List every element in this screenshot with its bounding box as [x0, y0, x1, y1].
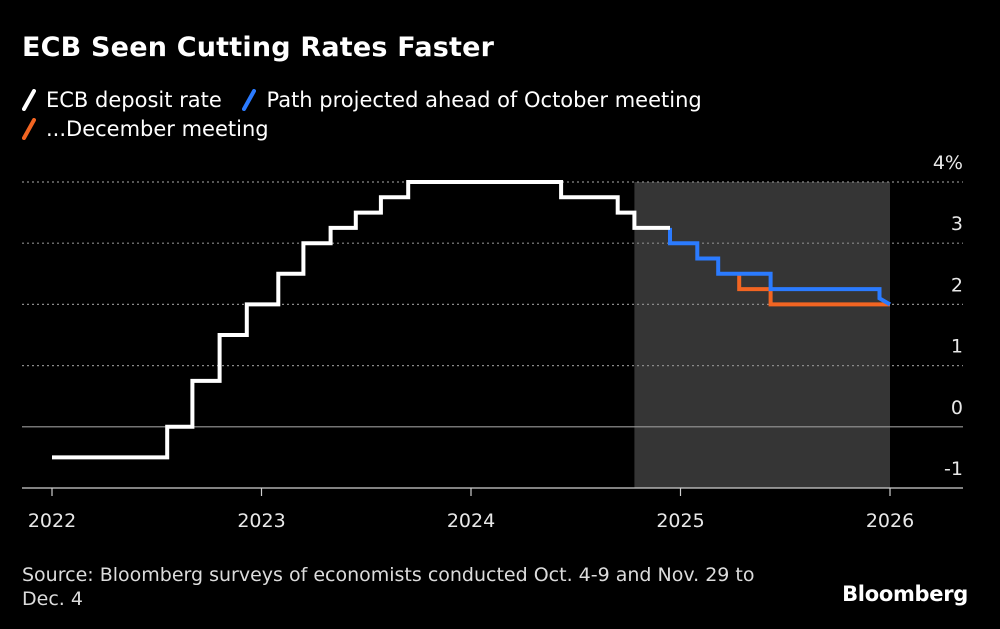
x-tick-label: 2023 — [237, 510, 285, 532]
x-tick-label: 2025 — [656, 510, 704, 532]
legend-label: ...December meeting — [46, 117, 269, 141]
series-line-october-path — [668, 227, 892, 307]
legend-swatch-line — [242, 89, 257, 111]
legend-item-deposit-rate: ECB deposit rate — [22, 86, 222, 115]
legend-item-december-path: ...December meeting — [22, 115, 269, 144]
legend-label: ECB deposit rate — [46, 88, 222, 112]
series-line-deposit-rate — [52, 180, 670, 460]
x-tick-label: 2024 — [447, 510, 495, 532]
x-tick-label: 2022 — [28, 510, 76, 532]
y-tick-label: 0 — [951, 397, 963, 419]
y-tick-label: -1 — [944, 458, 963, 480]
legend-swatch-line — [22, 89, 36, 111]
source-note: Source: Bloomberg surveys of economists … — [22, 564, 755, 610]
y-tick-label: 3 — [951, 213, 963, 235]
y-tick-label: 2 — [951, 274, 963, 296]
forecast-shaded-region — [634, 182, 890, 488]
bloomberg-logo: Bloomberg — [842, 582, 968, 606]
y-tick-label: 1 — [951, 336, 963, 358]
legend-swatch-icon — [22, 89, 36, 111]
legend: ECB deposit rate Path projected ahead of… — [22, 86, 782, 144]
legend-label: Path projected ahead of October meeting — [266, 88, 702, 112]
legend-swatch-icon — [22, 118, 36, 140]
legend-item-october-path: Path projected ahead of October meeting — [242, 86, 702, 115]
legend-swatch-line — [22, 118, 36, 140]
legend-swatch-icon — [242, 89, 257, 111]
chart-title: ECB Seen Cutting Rates Faster — [22, 32, 495, 63]
x-tick-label: 2026 — [866, 510, 914, 532]
y-tick-label: 4% — [933, 152, 963, 174]
